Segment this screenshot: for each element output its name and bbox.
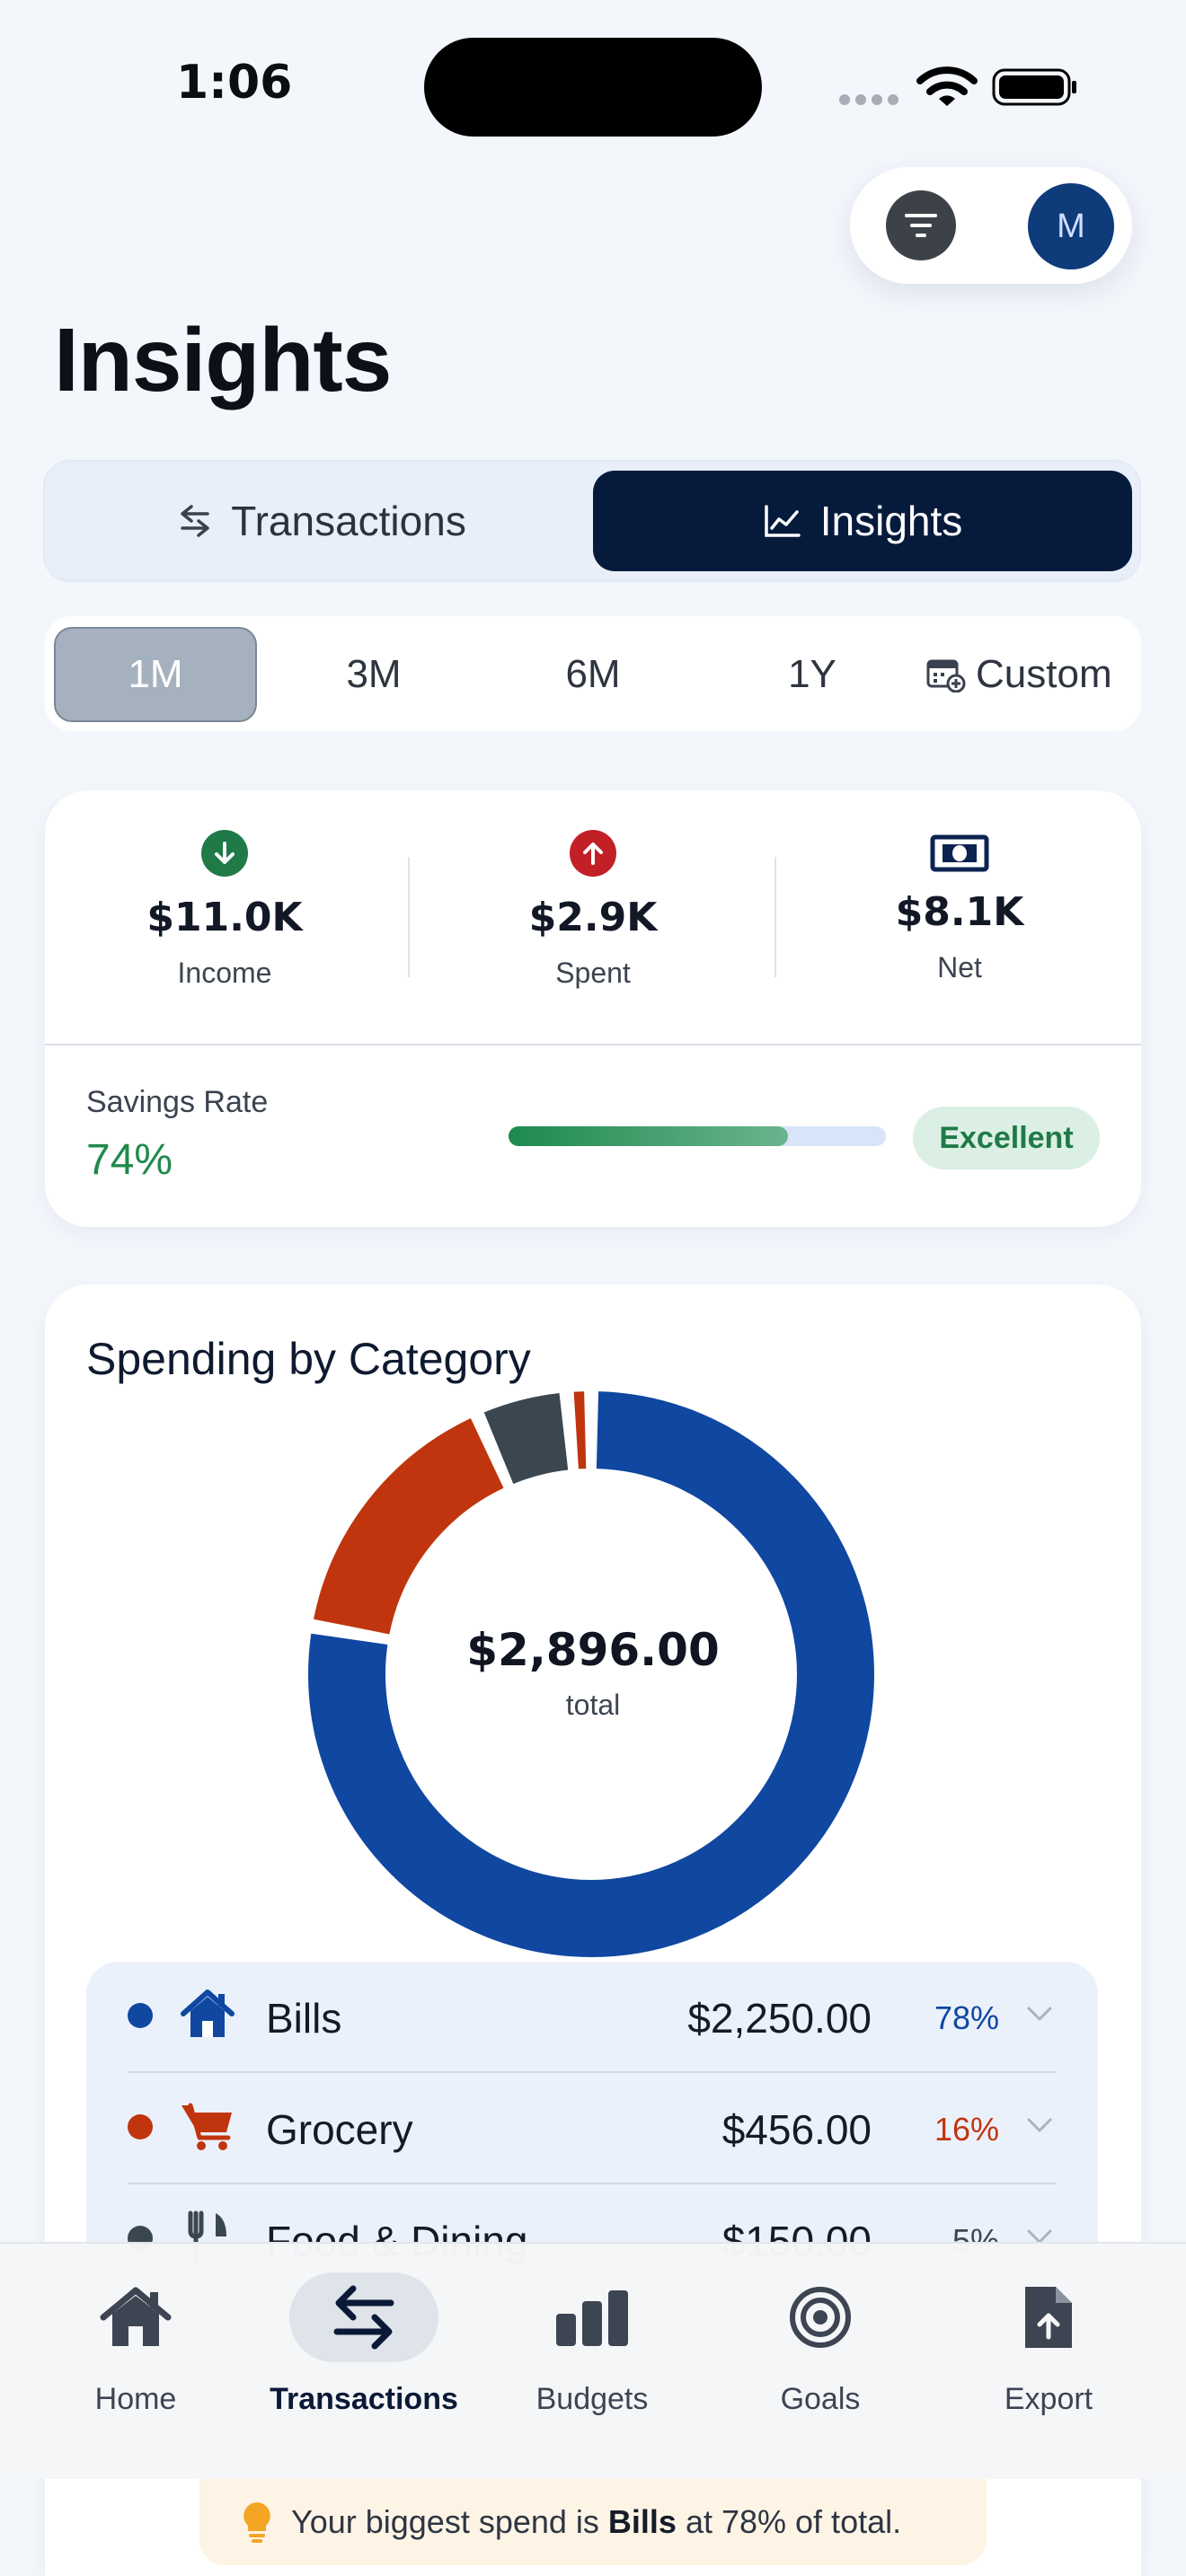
wifi-icon [916, 66, 978, 106]
category-dot [128, 2003, 153, 2028]
period-custom-label: Custom [976, 652, 1112, 696]
lightbulb-icon [243, 2502, 270, 2543]
tab-bar [0, 2242, 1186, 2479]
tab-budgets-label: Budgets [535, 2382, 649, 2416]
row-divider [128, 2183, 1057, 2184]
category-row-grocery[interactable]: Grocery $456.00 16% [86, 2071, 1098, 2183]
category-name: Grocery [266, 2106, 413, 2153]
period-custom[interactable]: Custom [925, 627, 1141, 722]
spending-title: Spending by Category [86, 1334, 531, 1384]
net-stat: $8.1K Net [780, 830, 1139, 984]
insight-tip: Your biggest spend is Bills at 78% of to… [199, 2479, 987, 2565]
tab-insights-label: Insights [819, 498, 963, 544]
filter-icon [905, 214, 937, 237]
export-icon [1025, 2287, 1072, 2348]
savings-rate-fill [509, 1126, 788, 1146]
insight-tip-text: Your biggest spend is Bills at 78% of to… [291, 2503, 902, 2540]
filter-button[interactable] [886, 190, 956, 260]
row-divider [128, 2071, 1057, 2073]
tab-transactions-nav-label: Transactions [270, 2382, 458, 2416]
tab-export[interactable]: Export [945, 2263, 1152, 2417]
tab-goals[interactable]: Goals [717, 2263, 924, 2417]
dynamic-island [424, 38, 762, 137]
period-3m[interactable]: 3M [346, 652, 402, 696]
bars-icon [556, 2290, 628, 2346]
status-time: 1:06 [176, 56, 293, 110]
tab-transactions-nav[interactable]: Transactions [261, 2263, 467, 2417]
tab-budgets[interactable]: Budgets [489, 2263, 695, 2417]
income-value: $11.0K [146, 895, 303, 940]
battery-icon [992, 68, 1076, 106]
savings-rate-label: Savings Rate [86, 1085, 269, 1119]
category-percent: 78% [934, 1999, 999, 2036]
donut-segment-bills[interactable] [308, 1391, 874, 1957]
spent-value: $2.9K [528, 895, 658, 940]
target-icon [790, 2287, 851, 2348]
tab-export-label: Export [1004, 2382, 1093, 2416]
arrow-down-icon [201, 830, 248, 877]
tab-transactions-label: Transactions [231, 498, 466, 544]
chevron-down-icon [1027, 2007, 1052, 2021]
spent-stat: $2.9K Spent [413, 830, 773, 990]
tab-insights[interactable]: Insights [593, 471, 1132, 571]
calendar-icon [926, 659, 966, 693]
transfer-icon [181, 505, 209, 537]
home-icon [100, 2287, 172, 2346]
category-amount: $2,250.00 [687, 1995, 872, 2042]
tab-goals-label: Goals [780, 2382, 861, 2416]
insight-tip-highlight: Bills [607, 2503, 677, 2540]
cart-icon [181, 2103, 232, 2150]
category-name: Bills [266, 1995, 342, 2042]
spending-donut-chart[interactable] [305, 1389, 877, 1960]
avatar[interactable]: M [1028, 183, 1114, 269]
banknote-icon [928, 830, 991, 877]
savings-rate-value: 74% [86, 1136, 173, 1184]
net-label: Net [937, 951, 982, 984]
savings-rate-badge: Excellent [913, 1107, 1100, 1169]
divider [45, 1044, 1141, 1045]
arrow-up-icon [570, 830, 616, 877]
period-6m[interactable]: 6M [565, 652, 621, 696]
transfer-icon [333, 2285, 394, 2350]
chevron-down-icon [1027, 2118, 1052, 2132]
income-stat: $11.0K Income [45, 830, 404, 990]
house-icon [181, 1989, 235, 2037]
tab-home[interactable]: Home [32, 2263, 239, 2417]
divider [408, 857, 410, 977]
donut-total-label: total [565, 1689, 621, 1721]
net-value: $8.1K [895, 889, 1024, 935]
tab-home-label: Home [94, 2382, 177, 2416]
category-amount: $456.00 [721, 2106, 872, 2153]
income-label: Income [177, 957, 272, 989]
cellular-signal-icon [839, 93, 904, 110]
divider [774, 857, 776, 977]
period-1y[interactable]: 1Y [788, 652, 836, 696]
tab-transactions[interactable]: Transactions [54, 471, 589, 571]
period-1m[interactable]: 1M [54, 627, 257, 722]
category-percent: 16% [934, 2111, 999, 2148]
donut-total: $2,896.00 [466, 1624, 720, 1676]
page-title: Insights [54, 310, 392, 410]
line-chart-icon [764, 505, 801, 537]
spent-label: Spent [555, 957, 631, 989]
category-dot [128, 2114, 153, 2139]
category-row-bills[interactable]: Bills $2,250.00 78% [86, 1960, 1098, 2071]
